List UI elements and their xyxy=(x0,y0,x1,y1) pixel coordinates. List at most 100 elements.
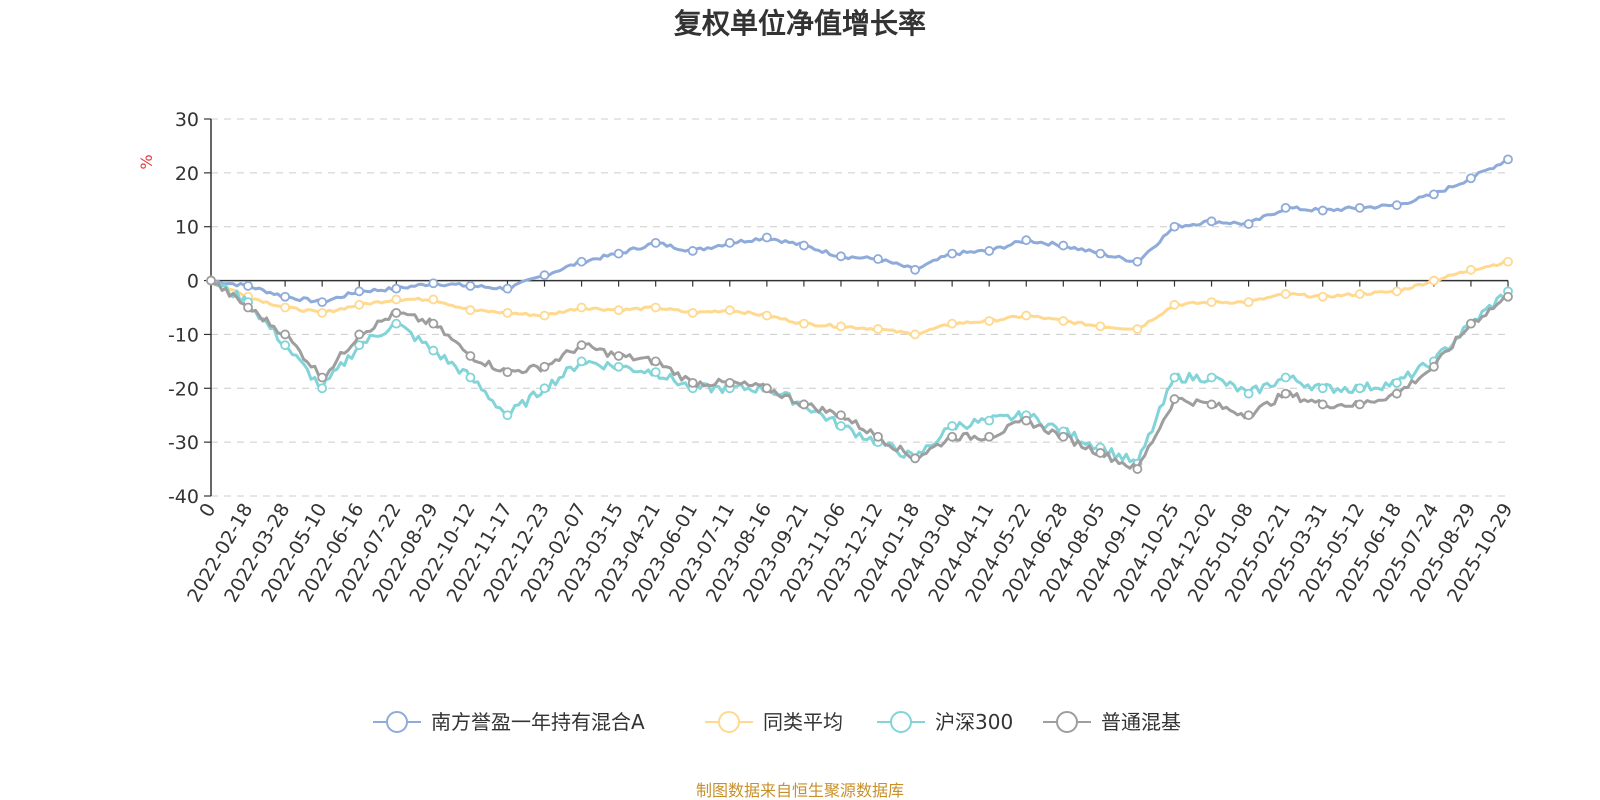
data-point xyxy=(650,302,661,313)
y-axis-unit: % xyxy=(137,154,156,169)
data-point xyxy=(984,415,995,426)
data-point xyxy=(1280,372,1291,383)
data-point xyxy=(947,248,958,259)
y-tick-label: -10 xyxy=(168,324,199,346)
data-point xyxy=(428,318,439,329)
data-point xyxy=(465,351,476,361)
data-point xyxy=(317,297,328,308)
data-point xyxy=(613,248,624,259)
data-point xyxy=(761,232,772,243)
data-point xyxy=(799,318,809,329)
data-point xyxy=(799,399,809,410)
y-axis-ticks: 30 20 10 0 -10 -20 -30 -40 xyxy=(168,109,211,508)
series-0 xyxy=(206,154,1513,308)
data-point xyxy=(502,367,513,378)
data-point xyxy=(910,329,920,340)
data-point xyxy=(1428,361,1439,372)
data-point xyxy=(1503,256,1513,267)
data-point xyxy=(984,316,995,326)
data-point xyxy=(465,281,476,291)
data-point xyxy=(391,294,402,305)
series-line xyxy=(209,279,1510,466)
legend-marker xyxy=(386,711,408,733)
data-point xyxy=(391,283,402,294)
data-point xyxy=(1317,399,1328,410)
data-point xyxy=(1391,200,1402,211)
data-point xyxy=(650,237,661,248)
legend: 南方誉盈一年持有混合A 同类平均 沪深300 普通混基 xyxy=(373,710,1181,734)
data-point xyxy=(1169,299,1180,310)
data-point xyxy=(761,310,772,321)
data-point xyxy=(873,324,883,334)
series-1 xyxy=(206,256,1513,340)
data-point xyxy=(280,340,291,351)
y-tick-label: -40 xyxy=(168,486,199,508)
legend-item-2[interactable]: 沪深300 xyxy=(877,710,1013,734)
legend-item-1[interactable]: 同类平均 xyxy=(705,710,843,734)
x-axis-ticks: 02022-02-182022-03-282022-05-102022-06-1… xyxy=(183,280,1517,606)
data-point xyxy=(354,286,365,297)
data-point xyxy=(539,383,550,394)
data-point xyxy=(984,431,995,442)
data-point xyxy=(280,291,291,302)
data-point xyxy=(947,421,958,431)
data-point xyxy=(280,329,291,340)
x-tick-label: 0 xyxy=(195,500,220,521)
legend-label: 南方誉盈一年持有混合A xyxy=(431,710,645,734)
legend-item-3[interactable]: 普通混基 xyxy=(1043,710,1181,734)
data-point xyxy=(1206,399,1217,410)
data-point xyxy=(354,299,365,310)
data-point xyxy=(1280,388,1291,399)
data-point xyxy=(1354,399,1365,410)
data-point xyxy=(576,302,587,313)
data-point xyxy=(1206,297,1217,308)
data-point xyxy=(799,240,809,251)
data-point xyxy=(613,305,624,316)
data-point xyxy=(687,377,698,388)
data-point xyxy=(391,307,402,318)
data-point xyxy=(836,421,846,431)
data-point xyxy=(724,305,735,316)
data-point xyxy=(465,372,476,383)
data-point xyxy=(317,307,328,318)
data-point xyxy=(576,340,587,351)
data-point xyxy=(613,361,624,372)
data-point xyxy=(428,278,439,289)
data-point xyxy=(428,294,439,305)
data-point xyxy=(687,246,698,256)
y-tick-label: -30 xyxy=(168,432,199,454)
data-point xyxy=(1021,310,1032,321)
data-point xyxy=(1354,383,1365,394)
data-point xyxy=(1391,388,1402,399)
series-2 xyxy=(206,275,1513,469)
data-point xyxy=(1466,264,1476,275)
data-point xyxy=(317,372,328,383)
data-point xyxy=(576,356,587,367)
data-point xyxy=(317,383,328,394)
data-point xyxy=(1058,431,1069,442)
data-point xyxy=(1095,448,1106,458)
data-point xyxy=(613,351,624,361)
data-point xyxy=(1391,377,1402,388)
series-line xyxy=(210,158,1509,304)
data-point xyxy=(1354,289,1365,299)
data-point xyxy=(984,246,995,256)
data-point xyxy=(1503,291,1513,302)
legend-item-0[interactable]: 南方誉盈一年持有混合A xyxy=(373,710,645,734)
data-point xyxy=(1021,235,1032,246)
series-group xyxy=(206,154,1513,474)
data-point xyxy=(1428,189,1439,200)
data-point xyxy=(836,251,846,262)
data-point xyxy=(280,302,291,313)
data-point xyxy=(243,302,253,313)
data-point xyxy=(502,307,513,318)
data-point xyxy=(1169,394,1180,404)
data-point xyxy=(873,254,883,264)
data-point xyxy=(539,310,550,321)
data-point xyxy=(1243,410,1254,421)
data-point xyxy=(576,256,587,267)
data-point xyxy=(1206,216,1217,227)
data-point xyxy=(1503,154,1513,165)
data-point xyxy=(1132,256,1143,267)
